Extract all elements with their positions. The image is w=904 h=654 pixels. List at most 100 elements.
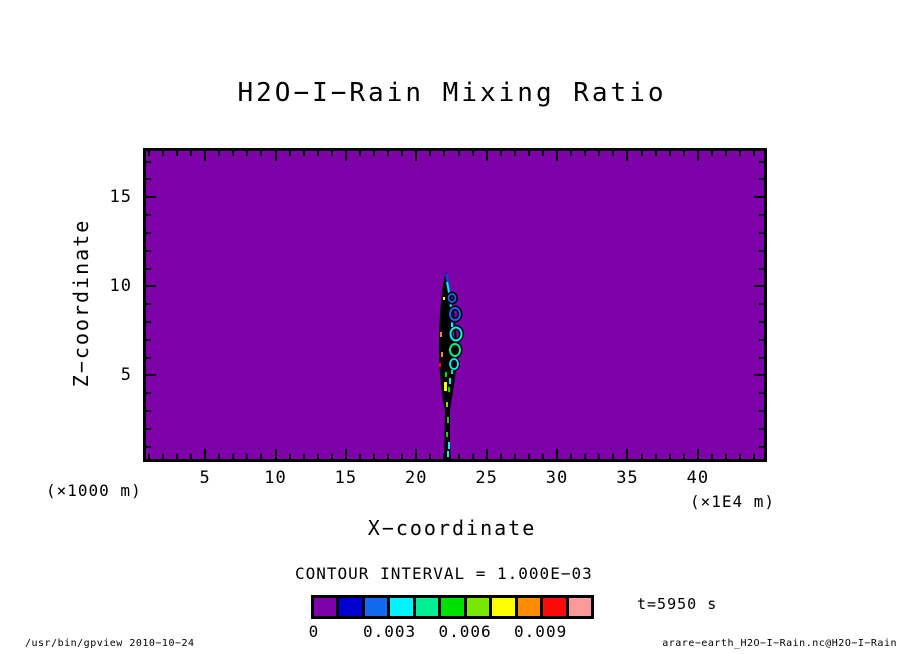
tick-mark <box>317 454 319 459</box>
tick-mark <box>759 303 764 305</box>
tick-mark <box>232 151 234 156</box>
tick-mark <box>146 357 151 359</box>
colorbar-cell <box>466 598 490 616</box>
tick-mark <box>373 454 375 459</box>
tick-mark <box>146 214 151 216</box>
tick-mark <box>697 151 699 161</box>
colorbar-cell <box>543 598 566 616</box>
colorbar-cell <box>314 598 337 616</box>
tick-mark <box>146 410 151 412</box>
tick-mark <box>204 449 206 459</box>
x-tick-label: 40 <box>686 468 710 488</box>
tick-mark <box>514 454 516 459</box>
tick-mark <box>759 268 764 270</box>
tick-mark <box>759 178 764 180</box>
y-unit-label: (×1000 m) <box>46 481 142 500</box>
tick-mark <box>626 449 628 459</box>
tick-mark <box>458 454 460 459</box>
tick-mark <box>260 151 262 156</box>
tick-mark <box>345 151 347 161</box>
tick-mark <box>458 151 460 156</box>
colorbar-labels: 0 0.003 0.006 0.009 <box>309 622 611 642</box>
tick-mark <box>542 151 544 156</box>
tick-mark <box>289 151 291 156</box>
closed-contour-rings <box>446 291 464 371</box>
x-tick-label: 20 <box>405 468 428 488</box>
x-tick-label: 10 <box>264 468 287 488</box>
tick-mark <box>759 321 764 323</box>
tick-mark <box>528 151 530 156</box>
tick-mark <box>739 454 741 459</box>
tick-mark <box>218 151 220 156</box>
tick-mark <box>162 151 164 156</box>
colorbar <box>311 595 594 619</box>
x-unit-label: (×1E4 m) <box>690 492 776 511</box>
tick-mark <box>514 151 516 156</box>
tick-mark <box>759 392 764 394</box>
tick-mark <box>401 454 403 459</box>
tick-mark <box>146 250 151 252</box>
tick-mark <box>711 454 713 459</box>
tick-mark <box>759 250 764 252</box>
x-tick-label: 15 <box>334 468 358 488</box>
tick-mark <box>176 454 178 459</box>
tick-mark <box>725 454 727 459</box>
tick-mark <box>387 454 389 459</box>
tick-mark <box>683 151 685 156</box>
tick-mark <box>146 321 151 323</box>
tick-mark <box>486 151 488 161</box>
tick-mark <box>759 214 764 216</box>
y-tick-label: 15 <box>109 187 132 208</box>
y-tick-label: 5 <box>120 365 132 386</box>
footer-command-and-date: /usr/bin/gpview 2010−10−24 <box>25 638 195 649</box>
tick-mark <box>415 151 417 161</box>
y-tick-label: 10 <box>109 276 132 297</box>
colorbar-cell <box>390 598 413 616</box>
tick-mark <box>387 151 389 156</box>
tick-mark <box>759 428 764 430</box>
colorbar-cell <box>364 598 388 616</box>
tick-mark <box>146 178 151 180</box>
tick-mark <box>246 454 248 459</box>
tick-mark <box>429 151 431 156</box>
tick-mark <box>528 454 530 459</box>
tick-mark <box>289 454 291 459</box>
tick-mark <box>246 151 248 156</box>
tick-mark <box>443 151 445 156</box>
tick-mark <box>218 454 220 459</box>
tick-mark <box>472 454 474 459</box>
tick-mark <box>759 161 764 163</box>
footer-source-file: arare−earth_H2O−I−Rain.nc@H2O−I−Rain <box>662 638 897 649</box>
colorbar-cell <box>415 598 439 616</box>
tick-mark <box>754 196 764 198</box>
tick-mark <box>759 446 764 448</box>
tick-mark <box>472 151 474 156</box>
x-tick-label: 30 <box>545 468 569 488</box>
tick-mark <box>146 268 151 270</box>
x-tick-label: 25 <box>475 468 498 488</box>
tick-mark <box>303 454 305 459</box>
tick-mark <box>754 374 764 376</box>
tick-mark <box>345 449 347 459</box>
tick-mark <box>146 392 151 394</box>
tick-mark <box>612 454 614 459</box>
tick-mark <box>584 454 586 459</box>
contour-interval-label: CONTOUR INTERVAL = 1.000E−03 <box>295 564 593 583</box>
tick-mark <box>176 151 178 156</box>
colorbar-cell <box>568 598 591 616</box>
tick-mark <box>739 151 741 156</box>
tick-mark <box>204 151 206 161</box>
x-tick-label: 5 <box>199 468 211 488</box>
tick-mark <box>260 454 262 459</box>
tick-mark <box>753 454 755 459</box>
plot-area <box>143 148 767 462</box>
colorbar-tick-label: 0.003 <box>362 622 417 641</box>
colorbar-cell <box>339 598 362 616</box>
tick-mark <box>584 151 586 156</box>
tick-mark <box>754 285 764 287</box>
tick-mark <box>373 151 375 156</box>
tick-mark <box>146 232 151 234</box>
tick-mark <box>556 151 558 161</box>
tick-mark <box>641 454 643 459</box>
tick-mark <box>612 151 614 156</box>
